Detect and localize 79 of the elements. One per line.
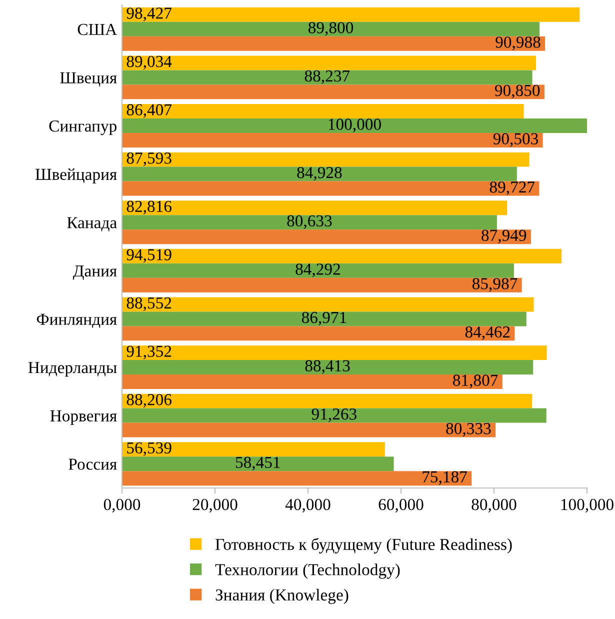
data-label: 90,503 <box>493 133 538 147</box>
bar <box>122 326 515 341</box>
data-label: 90,988 <box>496 36 540 50</box>
data-label: 89,800 <box>308 22 354 36</box>
x-tick-label: 20,000 <box>192 498 238 513</box>
bar <box>122 215 497 230</box>
bar <box>122 360 534 374</box>
legend-label: Готовность к будущему (Future Readiness) <box>215 538 512 554</box>
bar <box>122 312 526 326</box>
data-label: 84,292 <box>296 264 340 278</box>
bar <box>122 181 540 196</box>
bar <box>122 22 540 36</box>
bar <box>122 152 530 167</box>
bar <box>122 200 508 216</box>
data-label: 84,462 <box>465 326 510 340</box>
data-label: 100,000 <box>328 118 381 132</box>
y-tick-label: Финляндия <box>36 314 117 328</box>
x-tick-label: 80,000 <box>472 498 516 513</box>
bar <box>122 278 522 292</box>
bar <box>122 442 385 457</box>
data-label: 82,816 <box>126 200 172 214</box>
data-label: 91,352 <box>126 346 172 360</box>
data-label: 80,633 <box>287 215 332 229</box>
legend-label: Знания (Knowlege) <box>216 588 348 604</box>
x-tick-label: 60,000 <box>378 498 424 513</box>
bar <box>122 471 472 486</box>
x-tick-label: 40,000 <box>285 498 330 513</box>
data-label: 98,427 <box>126 8 172 22</box>
bar <box>122 84 544 100</box>
bar <box>122 36 546 51</box>
bar <box>122 230 531 244</box>
x-tick-label: 100,000 <box>561 498 614 513</box>
data-label: 89,727 <box>490 181 535 196</box>
legend-label: Технологии (Technolodgy) <box>215 564 400 579</box>
data-label: 84,928 <box>297 166 342 181</box>
y-tick-label: Россия <box>68 458 117 470</box>
bar <box>122 422 496 438</box>
y-tick-label: США <box>78 24 118 36</box>
bar <box>122 374 502 389</box>
y-tick-label: Швеция <box>60 72 117 86</box>
bar <box>122 394 532 408</box>
y-tick-label: Нидерланды <box>28 362 117 377</box>
bar <box>122 456 394 472</box>
y-tick-label: Сингапур <box>49 120 116 136</box>
data-label: 75,187 <box>422 471 467 485</box>
data-label: 86,407 <box>126 104 172 118</box>
x-tick-label: 0,000 <box>104 498 140 513</box>
data-label: 91,263 <box>312 408 356 422</box>
bar <box>122 56 536 70</box>
data-label: 87,593 <box>126 152 172 166</box>
bar <box>122 346 547 360</box>
y-tick-label: Норвегия <box>50 410 117 425</box>
data-label: 85,987 <box>472 278 518 292</box>
data-label: 89,034 <box>126 56 172 70</box>
data-label: 88,237 <box>304 70 350 84</box>
data-label: 88,552 <box>126 297 172 312</box>
y-tick-label: Дания <box>72 266 117 280</box>
data-label: 94,519 <box>126 249 172 263</box>
data-label: 87,949 <box>482 230 526 244</box>
data-label: 88,206 <box>126 394 172 408</box>
bar <box>122 132 543 148</box>
bar <box>122 118 587 133</box>
y-tick-label: Канада <box>67 217 117 232</box>
data-label: 58,451 <box>236 456 280 470</box>
bar <box>122 166 517 182</box>
data-label: 86,971 <box>302 312 346 326</box>
bar <box>122 248 562 264</box>
bar <box>122 7 580 22</box>
bar <box>122 70 532 85</box>
y-tick-label: Швейцария <box>35 168 117 184</box>
bar <box>122 104 524 119</box>
data-label: 81,807 <box>453 374 498 388</box>
data-label: 80,333 <box>446 422 491 437</box>
bar <box>122 408 546 423</box>
data-label: 90,850 <box>494 84 540 99</box>
data-label: 88,413 <box>305 360 350 374</box>
data-label: 56,539 <box>127 442 172 456</box>
bar <box>122 263 514 278</box>
bar <box>122 297 534 312</box>
